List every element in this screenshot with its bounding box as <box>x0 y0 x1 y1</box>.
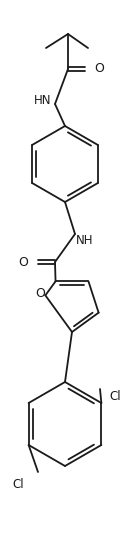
Text: NH: NH <box>76 233 94 246</box>
Text: O: O <box>35 287 45 300</box>
Text: O: O <box>94 63 104 76</box>
Text: Cl: Cl <box>12 478 24 491</box>
Text: O: O <box>18 256 28 269</box>
Text: Cl: Cl <box>109 390 121 403</box>
Text: HN: HN <box>34 94 52 107</box>
